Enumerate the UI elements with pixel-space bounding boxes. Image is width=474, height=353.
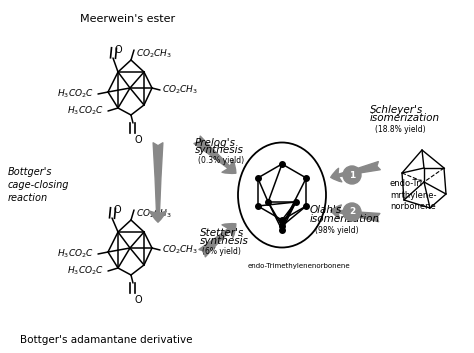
Text: $CO_2CH_3$: $CO_2CH_3$ xyxy=(162,84,198,96)
Text: $CO_2CH_3$: $CO_2CH_3$ xyxy=(162,244,198,256)
Text: Bottger's
cage-closing
reaction: Bottger's cage-closing reaction xyxy=(8,167,70,203)
Text: endo-Tri
mrthylene-
norbonene: endo-Tri mrthylene- norbonene xyxy=(390,179,437,211)
Text: Meerwein's ester: Meerwein's ester xyxy=(81,14,175,24)
Text: 2: 2 xyxy=(349,208,355,216)
Text: isomerization: isomerization xyxy=(310,214,380,224)
Text: $CO_2CH_3$: $CO_2CH_3$ xyxy=(136,208,172,221)
Text: Schleyer's: Schleyer's xyxy=(370,105,423,115)
Text: $CO_2CH_3$: $CO_2CH_3$ xyxy=(136,48,172,60)
Text: Bottger's adamantane derivative: Bottger's adamantane derivative xyxy=(20,335,192,345)
Text: O: O xyxy=(135,295,143,305)
Text: (0.3% yield): (0.3% yield) xyxy=(198,156,244,165)
Circle shape xyxy=(343,203,361,221)
Text: $H_3CO_2C$: $H_3CO_2C$ xyxy=(57,88,94,100)
Text: endo-Trimethylenenorbonene: endo-Trimethylenenorbonene xyxy=(248,263,351,269)
Text: (6% yield): (6% yield) xyxy=(202,247,241,256)
Text: Prelog's: Prelog's xyxy=(195,138,236,148)
Text: (18.8% yield): (18.8% yield) xyxy=(375,125,426,134)
Text: O: O xyxy=(115,45,123,55)
Text: synthesis: synthesis xyxy=(200,236,249,246)
Text: (98% yield): (98% yield) xyxy=(315,226,359,235)
Text: Stetter's: Stetter's xyxy=(200,228,244,238)
Text: $H_3CO_2C$: $H_3CO_2C$ xyxy=(67,265,104,277)
Text: 1: 1 xyxy=(349,170,355,179)
Text: O: O xyxy=(114,205,122,215)
Text: $H_3CO_2C$: $H_3CO_2C$ xyxy=(57,248,94,260)
Text: O: O xyxy=(135,135,143,145)
Circle shape xyxy=(343,166,361,184)
Text: isomerization: isomerization xyxy=(370,113,440,123)
Text: Olah's: Olah's xyxy=(310,205,342,215)
Text: $H_3CO_2C$: $H_3CO_2C$ xyxy=(67,105,104,117)
Text: synthesis: synthesis xyxy=(195,145,244,155)
